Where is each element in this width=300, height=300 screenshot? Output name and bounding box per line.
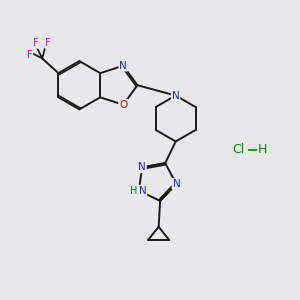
Text: F: F	[45, 38, 50, 48]
Text: F: F	[27, 50, 33, 61]
Text: N: N	[139, 186, 146, 196]
Text: N: N	[138, 162, 146, 172]
Text: Cl: Cl	[232, 143, 244, 157]
Text: N: N	[172, 179, 180, 189]
Text: N: N	[172, 91, 180, 100]
Text: F: F	[33, 38, 39, 48]
Text: H: H	[130, 186, 137, 196]
Text: H: H	[258, 143, 267, 157]
Text: O: O	[119, 100, 127, 110]
Text: N: N	[119, 61, 127, 71]
